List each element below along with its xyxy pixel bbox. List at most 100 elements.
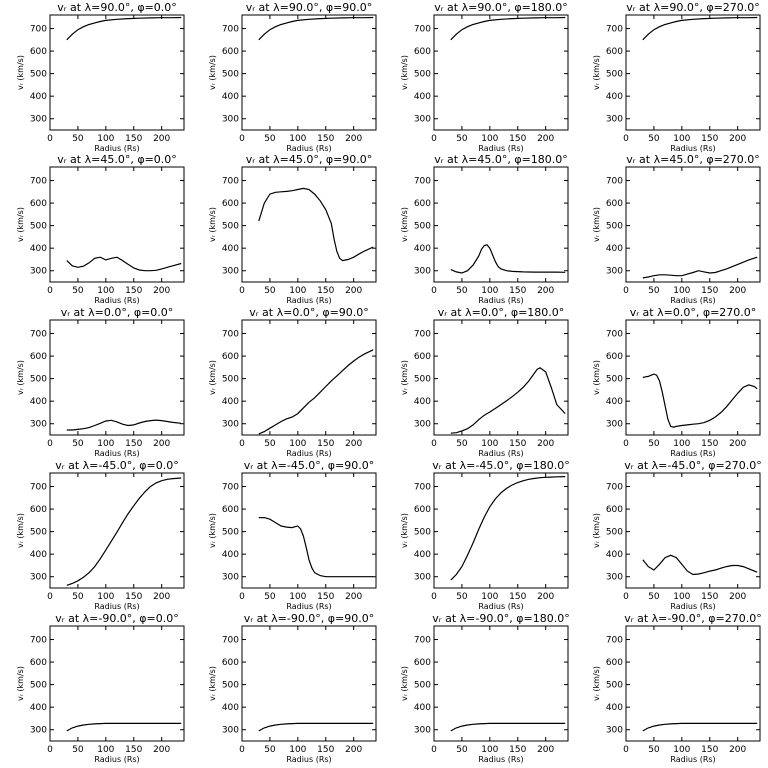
x-tick-label: 0: [239, 745, 245, 755]
x-tick-label: 150: [509, 745, 526, 755]
x-tick-label: 200: [537, 439, 554, 449]
x-axis-label: Radius (Rs): [94, 296, 139, 305]
y-axis-label: vᵣ (km/s): [400, 207, 409, 242]
x-tick-label: 0: [47, 745, 53, 755]
x-tick-label: 150: [509, 439, 526, 449]
subplot-19: vᵣ at λ=-90.0°, φ=180.0° 0 50 100 150 200 300 4…: [400, 612, 570, 764]
x-tick-label: 100: [673, 592, 690, 602]
subplot-18: vᵣ at λ=-90.0°, φ=90.0° 0 50 100 150 200 300 40…: [208, 612, 377, 764]
y-tick-label: 300: [222, 420, 239, 430]
y-tick-label: 700: [606, 177, 623, 187]
x-tick-label: 50: [648, 745, 660, 755]
subplot-title: vᵣ at λ=45.0°, φ=90.0°: [246, 153, 373, 166]
y-tick-label: 600: [414, 352, 431, 362]
y-axis-label: vᵣ (km/s): [208, 360, 217, 395]
y-tick-label: 300: [606, 726, 623, 736]
y-tick-label: 500: [606, 70, 623, 80]
x-axis-label: Radius (Rs): [670, 449, 715, 458]
x-tick-label: 50: [456, 286, 468, 296]
x-tick-label: 0: [431, 134, 437, 144]
y-tick-label: 600: [222, 199, 239, 209]
x-tick-label: 150: [125, 745, 142, 755]
y-tick-label: 500: [606, 375, 623, 385]
series-line: [258, 516, 374, 578]
series-line: [450, 244, 566, 274]
y-axis-label: vᵣ (km/s): [208, 207, 217, 242]
y-tick-label: 500: [414, 375, 431, 385]
series-line: [66, 477, 182, 586]
plot-frame: [625, 319, 761, 436]
x-tick-label: 100: [289, 592, 306, 602]
series-line: [450, 367, 566, 434]
x-axis-label: Radius (Rs): [94, 755, 139, 764]
plot-frame: [433, 319, 569, 436]
x-tick-label: 100: [481, 592, 498, 602]
y-tick-label: 400: [606, 397, 623, 407]
x-tick-label: 200: [345, 745, 362, 755]
y-tick-label: 600: [606, 505, 623, 515]
x-tick-label: 150: [701, 134, 718, 144]
y-tick-label: 700: [414, 636, 431, 646]
y-tick-label: 400: [606, 550, 623, 560]
y-tick-label: 400: [222, 550, 239, 560]
x-tick-label: 200: [153, 134, 170, 144]
x-tick-label: 50: [456, 745, 468, 755]
series-line: [642, 373, 758, 428]
x-tick-label: 50: [72, 592, 84, 602]
y-tick-label: 700: [414, 483, 431, 493]
subplot-1: vᵣ at λ=90.0°, φ=0.0° 0 50 100 150 200 300 400 5…: [16, 1, 185, 153]
y-tick-label: 700: [606, 483, 623, 493]
subplot-12: vᵣ at λ=0.0°, φ=270.0° 0 50 100 150 200 300 400…: [592, 306, 761, 458]
x-axis-label: Radius (Rs): [94, 449, 139, 458]
y-tick-label: 400: [30, 92, 47, 102]
y-tick-label: 600: [414, 505, 431, 515]
y-tick-label: 300: [30, 573, 47, 583]
x-tick-label: 50: [456, 592, 468, 602]
subplot-13: vᵣ at λ=-45.0°, φ=0.0° 0 50 100 150 200 300 400…: [16, 459, 185, 611]
y-tick-label: 700: [30, 177, 47, 187]
y-tick-label: 700: [222, 636, 239, 646]
x-tick-label: 200: [345, 134, 362, 144]
series-line: [66, 16, 182, 41]
y-axis-label: vᵣ (km/s): [16, 207, 25, 242]
y-tick-label: 400: [222, 92, 239, 102]
subplot-11: vᵣ at λ=0.0°, φ=180.0° 0 50 100 150 200 300 400…: [400, 306, 569, 458]
y-tick-label: 600: [606, 199, 623, 209]
x-tick-label: 200: [153, 439, 170, 449]
y-tick-label: 600: [30, 658, 47, 668]
y-tick-label: 600: [414, 47, 431, 57]
x-tick-label: 0: [47, 286, 53, 296]
y-tick-label: 600: [414, 199, 431, 209]
y-tick-label: 700: [606, 25, 623, 35]
x-tick-label: 200: [729, 286, 746, 296]
x-tick-label: 50: [72, 286, 84, 296]
x-tick-label: 150: [125, 134, 142, 144]
subplot-title: vᵣ at λ=0.0°, φ=90.0°: [249, 306, 369, 319]
x-tick-label: 50: [264, 745, 276, 755]
x-tick-label: 50: [648, 592, 660, 602]
y-tick-label: 500: [222, 222, 239, 232]
subplot-14: vᵣ at λ=-45.0°, φ=90.0° 0 50 100 150 200 300 40…: [208, 459, 377, 611]
plot-frame: [49, 319, 185, 436]
y-tick-label: 300: [414, 267, 431, 277]
plot-frame: [49, 625, 185, 742]
subplot-17: vᵣ at λ=-90.0°, φ=0.0° 0 50 100 150 200 300 400…: [16, 612, 185, 764]
x-tick-label: 0: [431, 439, 437, 449]
subplot-5: vᵣ at λ=45.0°, φ=0.0° 0 50 100 150 200 300 400 5…: [16, 153, 185, 305]
y-tick-label: 600: [30, 47, 47, 57]
x-axis-label: Radius (Rs): [286, 602, 331, 611]
y-tick-label: 300: [606, 420, 623, 430]
subplot-title: vᵣ at λ=-45.0°, φ=90.0°: [244, 459, 375, 472]
series-line: [66, 256, 182, 272]
plot-frame: [241, 625, 377, 742]
y-tick-label: 500: [30, 681, 47, 691]
x-tick-label: 0: [239, 439, 245, 449]
series-line: [258, 187, 374, 262]
subplot-title: vᵣ at λ=45.0°, φ=0.0°: [57, 153, 177, 166]
subplot-title: vᵣ at λ=45.0°, φ=180.0°: [434, 153, 568, 166]
y-tick-label: 600: [30, 199, 47, 209]
y-tick-label: 400: [414, 550, 431, 560]
y-tick-label: 500: [30, 528, 47, 538]
y-tick-label: 500: [30, 375, 47, 385]
x-tick-label: 150: [317, 286, 334, 296]
